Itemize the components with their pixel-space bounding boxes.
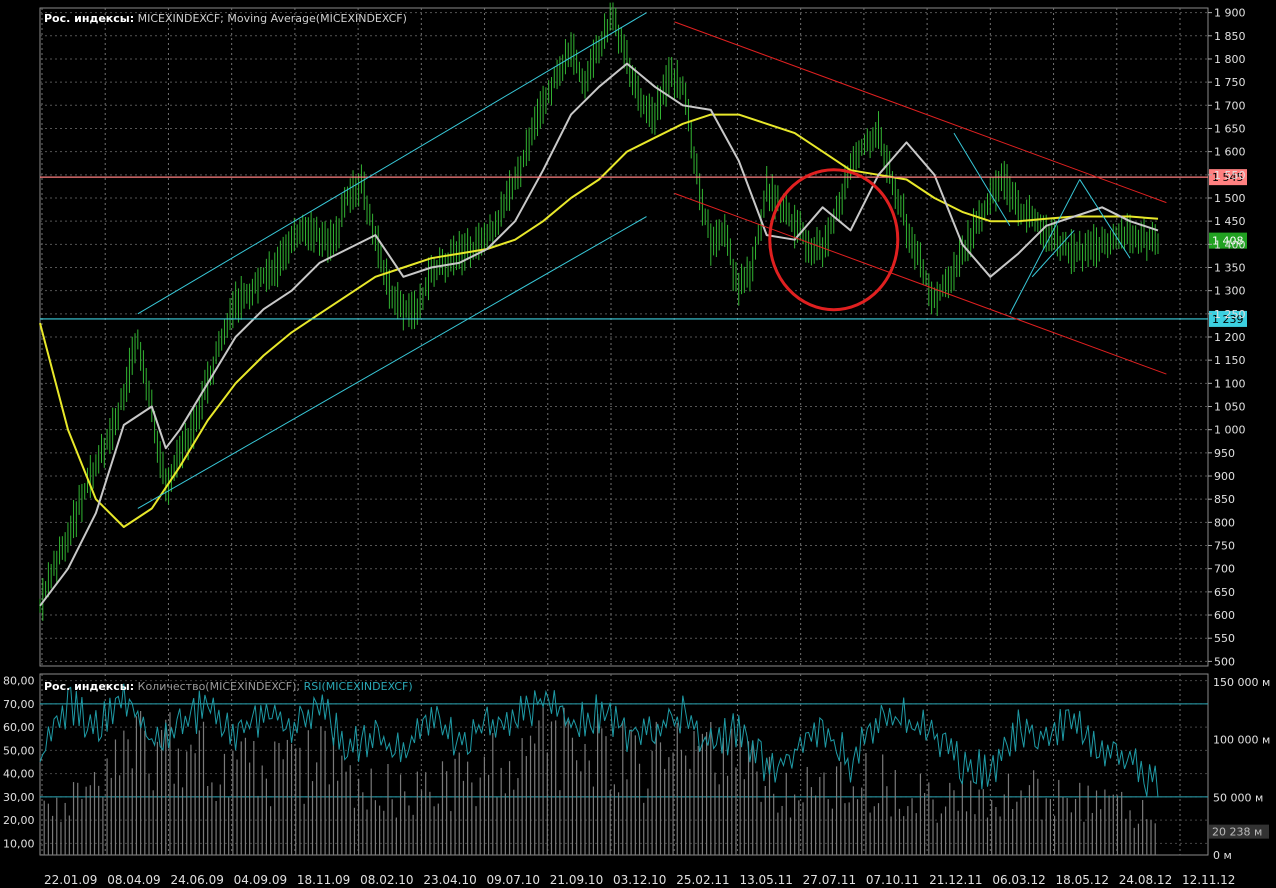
x-tick-label: 06.03.12 [992, 873, 1045, 887]
y-tick-label: 600 [1214, 609, 1235, 622]
x-tick-label: 21.09.10 [550, 873, 603, 887]
last-price-badge [1209, 232, 1247, 249]
chart-title: Рос. индексы: MICEXINDEXCF; Moving Avera… [44, 12, 407, 25]
y-tick-label: 550 [1214, 632, 1235, 645]
last-price-label: 1 408 [1212, 235, 1244, 248]
circle-annotation [768, 168, 900, 312]
x-tick-label: 03.12.10 [613, 873, 666, 887]
y-tick-label: 1 500 [1214, 192, 1246, 205]
last-volume-badge [1209, 824, 1269, 839]
y-tick-label: 950 [1214, 447, 1235, 460]
moving-average-line [39, 113, 1159, 528]
rsi-tick-label: 50,00 [3, 744, 35, 757]
x-tick-label: 24.06.09 [170, 873, 223, 887]
trend-line-upper [674, 21, 1167, 204]
x-tick-label: 18.11.09 [297, 873, 350, 887]
x-tick-label: 22.01.09 [44, 873, 97, 887]
level-badge [1209, 169, 1247, 186]
trend-line-lower [674, 192, 1167, 375]
rsi-tick-label: 30,00 [3, 791, 35, 804]
rsi-tick-label: 60,00 [3, 721, 35, 734]
y-tick-label: 900 [1214, 470, 1235, 483]
rsi-tick-label: 20,00 [3, 814, 35, 827]
x-tick-label: 18.05.12 [1056, 873, 1109, 887]
volume-tick-label: 50 000 м [1213, 791, 1263, 804]
volume-tick-label: 0 м [1213, 849, 1232, 862]
y-tick-label: 1 050 [1214, 401, 1246, 414]
x-tick-label: 07.10.11 [866, 873, 919, 887]
level-label: 1 545 [1212, 171, 1244, 184]
trend-line-upper [137, 12, 647, 315]
y-tick-label: 850 [1214, 493, 1235, 506]
last-volume-label: 20 238 м [1212, 826, 1262, 839]
x-tick-label: 27.07.11 [803, 873, 856, 887]
rsi-series-label: RSI(MICEXINDEXCF) [303, 680, 413, 693]
x-tick-label: 25.02.11 [676, 873, 729, 887]
y-tick-label: 1 850 [1214, 30, 1246, 43]
wedge-line [953, 132, 1011, 227]
x-tick-label: 23.04.10 [423, 873, 476, 887]
indicator-title: Рос. индексы: Количество(MICEXINDEXCF); … [44, 680, 413, 693]
x-tick-label: 12.11.12 [1182, 873, 1235, 887]
y-tick-label: 750 [1214, 540, 1235, 553]
y-tick-label: 1 200 [1214, 331, 1246, 344]
rsi-line [39, 683, 1159, 798]
x-tick-label: 08.04.09 [107, 873, 160, 887]
y-tick-label: 1 650 [1214, 122, 1246, 135]
indicator-panel-frame [39, 673, 1209, 856]
y-tick-label: 1 600 [1214, 146, 1246, 159]
y-tick-label: 500 [1214, 655, 1235, 668]
level-label: 1 239 [1212, 313, 1244, 326]
y-tick-label: 1 800 [1214, 53, 1246, 66]
x-tick-label: 09.07.10 [487, 873, 540, 887]
y-tick-label: 1 350 [1214, 261, 1246, 274]
rsi-tick-label: 70,00 [3, 698, 35, 711]
level-badge [1209, 310, 1247, 327]
y-tick-label: 1 750 [1214, 76, 1246, 89]
x-tick-label: 13.05.11 [739, 873, 792, 887]
x-tick-label: 04.09.09 [234, 873, 287, 887]
y-tick-label: 650 [1214, 586, 1235, 599]
rsi-tick-label: 10,00 [3, 837, 35, 850]
short-moving-average-line [39, 62, 1159, 607]
volume-tick-label: 150 000 м [1213, 676, 1270, 689]
instrument-label: Рос. индексы: [44, 12, 135, 25]
y-tick-label: 1 700 [1214, 99, 1246, 112]
instrument-label-sub: Рос. индексы: [44, 680, 135, 693]
x-tick-label: 08.02.10 [360, 873, 413, 887]
y-tick-label: 1 100 [1214, 377, 1246, 390]
wedge-line [1031, 230, 1075, 278]
y-tick-label: 1 300 [1214, 285, 1246, 298]
x-tick-label: 24.08.12 [1119, 873, 1172, 887]
wedge-line [1009, 179, 1081, 315]
y-tick-label: 1 250 [1214, 308, 1246, 321]
volume-tick-label: 100 000 м [1213, 734, 1270, 747]
y-tick-label: 1 150 [1214, 354, 1246, 367]
rsi-tick-label: 80,00 [3, 675, 35, 688]
trend-line-lower [137, 216, 647, 509]
rsi-tick-label: 40,00 [3, 768, 35, 781]
y-tick-label: 1 550 [1214, 169, 1246, 182]
y-tick-label: 1 400 [1214, 238, 1246, 251]
main-series-label: MICEXINDEXCF; Moving Average(MICEXINDEXC… [137, 12, 407, 25]
y-tick-label: 800 [1214, 516, 1235, 529]
y-tick-label: 700 [1214, 563, 1235, 576]
y-tick-label: 1 900 [1214, 7, 1246, 20]
wedge-line [1079, 179, 1131, 259]
y-tick-label: 1 000 [1214, 424, 1246, 437]
volume-series-label: Количество(MICEXINDEXCF); [137, 680, 301, 693]
x-tick-label: 21.12.11 [929, 873, 982, 887]
y-tick-label: 1 450 [1214, 215, 1246, 228]
